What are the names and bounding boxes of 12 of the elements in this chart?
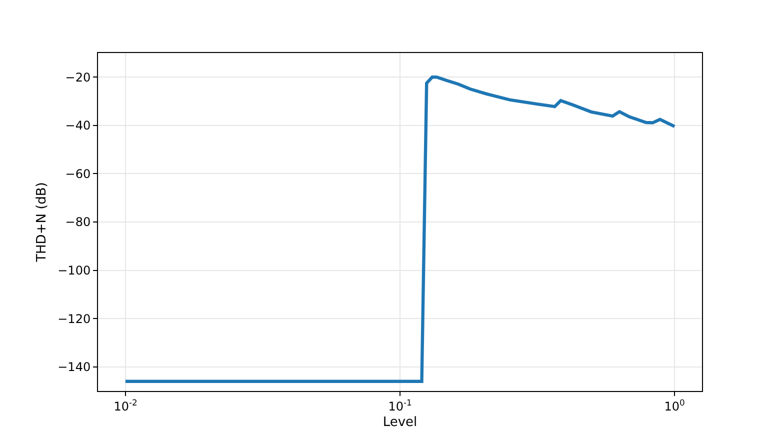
y-tick-label: −100	[58, 263, 91, 278]
y-tick-label: −40	[65, 118, 91, 133]
x-tick-label: 10$^{-2}$	[114, 397, 138, 414]
y-axis-title: THD+N (dB)	[34, 182, 50, 263]
y-tick-label: −20	[65, 70, 91, 84]
x-tick-label: 10$^{-1}$	[388, 397, 412, 414]
y-tick-label: −80	[65, 215, 91, 230]
x-tick-label: 10$^{0}$	[664, 397, 685, 414]
y-tick-label: −140	[58, 360, 91, 374]
x-axis-title: Level	[382, 415, 418, 430]
y-tick-label: −60	[65, 166, 91, 181]
y-tick-label: −120	[58, 312, 91, 326]
